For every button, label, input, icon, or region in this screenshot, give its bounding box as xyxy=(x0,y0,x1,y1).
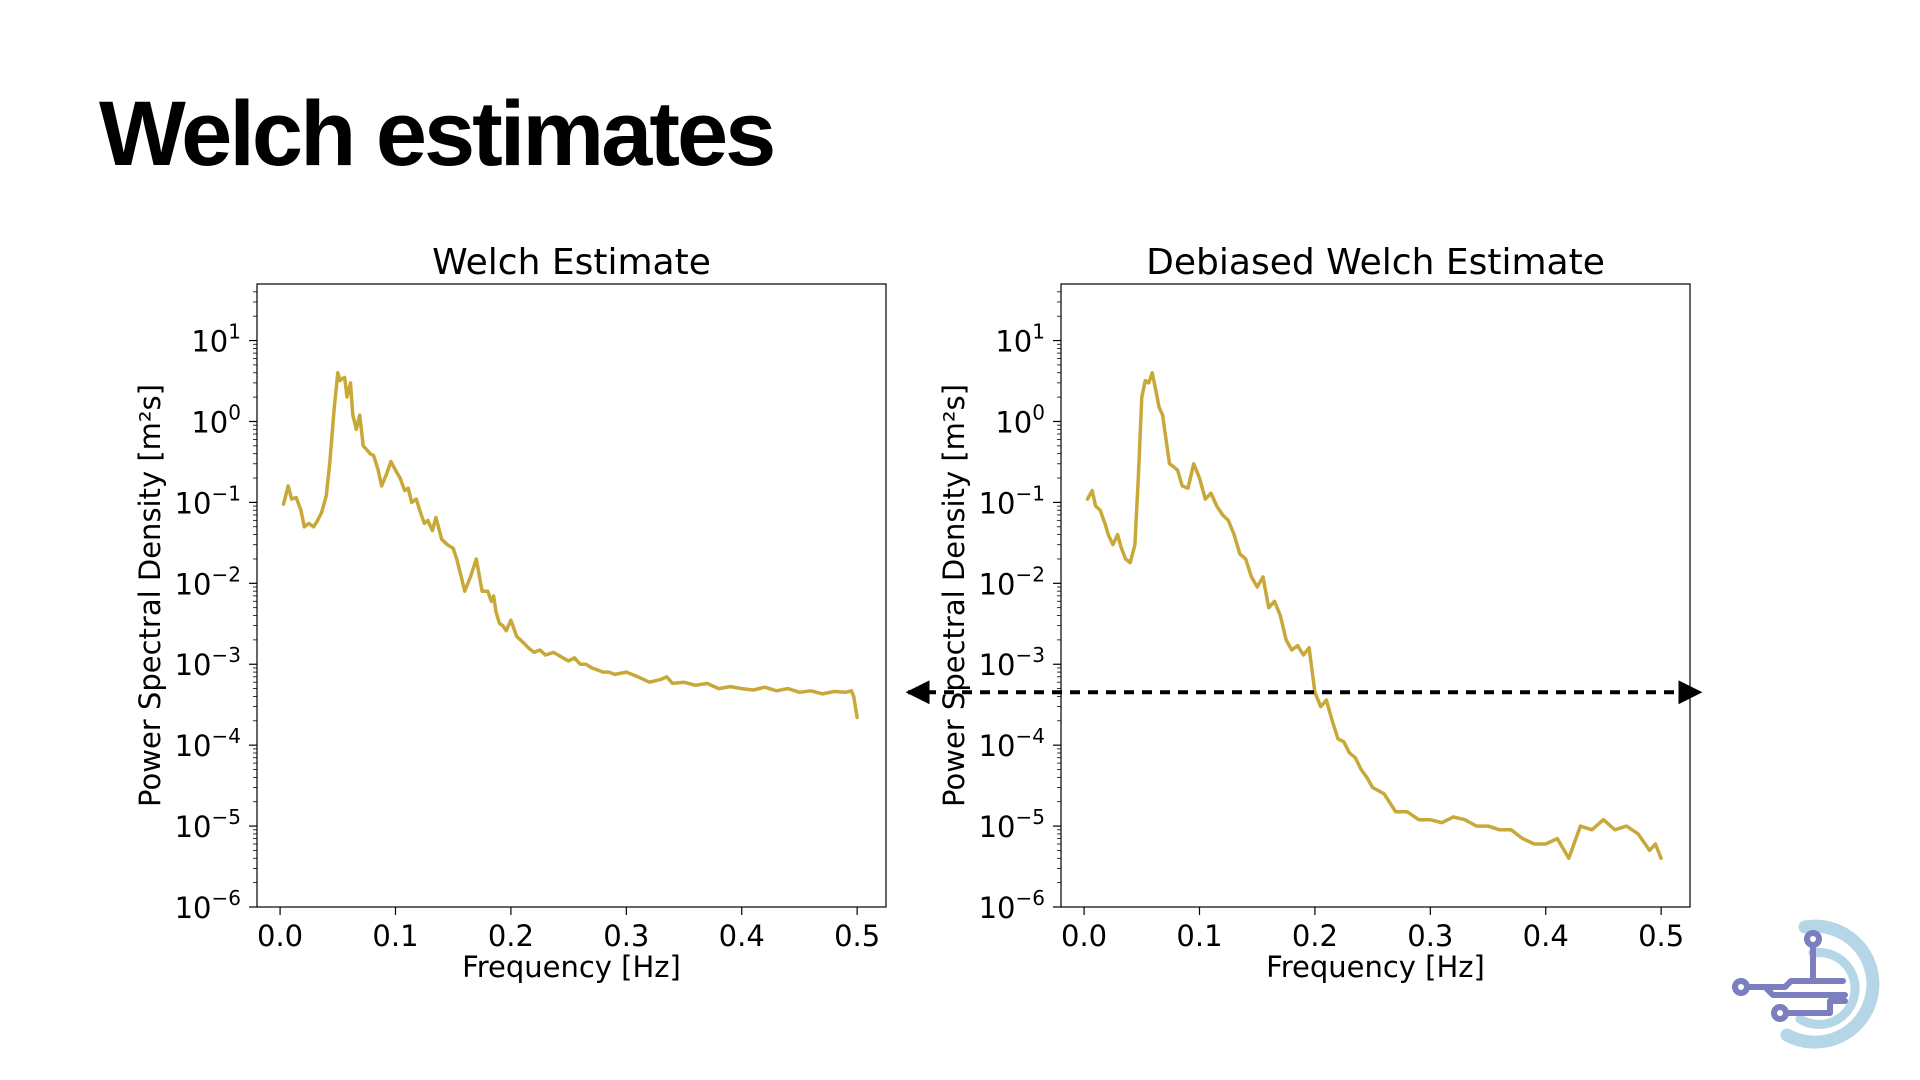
y-tick-label: 10−5 xyxy=(175,805,241,844)
x-tick-label: 0.1 xyxy=(372,919,418,953)
y-tick-label: 101 xyxy=(191,320,241,359)
chart-welch-estimate: Welch Estimate Frequency [Hz] Power Spectr… xyxy=(133,242,887,984)
y-axis-label: Power Spectral Density [m²s] xyxy=(133,384,167,807)
x-axis-label: Frequency [Hz] xyxy=(1266,950,1485,984)
x-tick-label: 0.0 xyxy=(1061,919,1107,953)
x-tick-label: 0.0 xyxy=(257,919,303,953)
y-tick-label: 10−6 xyxy=(175,886,241,925)
y-tick-label: 10−4 xyxy=(175,724,241,763)
axes-frame xyxy=(1060,283,1691,908)
x-tick-label: 0.3 xyxy=(603,919,649,953)
x-tick-label: 0.4 xyxy=(1523,919,1569,953)
y-tick-label: 10−1 xyxy=(175,481,241,520)
y-tick-label: 10−3 xyxy=(175,643,241,682)
x-axis-label: Frequency [Hz] xyxy=(462,950,681,984)
circuit-logo-icon xyxy=(1732,919,1880,1049)
y-tick-label: 10−4 xyxy=(979,724,1045,763)
chart-debiased-welch-estimate: Debiased Welch Estimate Frequency [Hz] Pow… xyxy=(905,242,1703,984)
y-tick-label: 10−6 xyxy=(979,886,1045,925)
x-tick-label: 0.5 xyxy=(834,919,880,953)
y-axis-label: Power Spectral Density [m²s] xyxy=(937,384,971,807)
psd-series-line xyxy=(281,371,859,720)
x-tick-label: 0.2 xyxy=(1292,919,1338,953)
x-tick-label: 0.1 xyxy=(1176,919,1222,953)
chart-title: Welch Estimate xyxy=(432,242,711,283)
y-tick-label: 101 xyxy=(995,320,1045,359)
axes-frame xyxy=(256,283,887,908)
y-tick-label: 10−5 xyxy=(979,805,1045,844)
y-tick-label: 10−3 xyxy=(979,643,1045,682)
y-tick-label: 10−2 xyxy=(175,562,241,601)
y-tick-label: 10−1 xyxy=(979,481,1045,520)
y-tick-label: 100 xyxy=(191,400,241,439)
slide-title: Welch estimates xyxy=(99,83,776,185)
x-tick-label: 0.4 xyxy=(719,919,765,953)
x-tick-label: 0.5 xyxy=(1638,919,1684,953)
y-tick-label: 10−2 xyxy=(979,562,1045,601)
x-tick-label: 0.3 xyxy=(1407,919,1453,953)
chart-title: Debiased Welch Estimate xyxy=(1146,242,1605,283)
x-tick-label: 0.2 xyxy=(488,919,534,953)
psd-series-line xyxy=(1085,371,1663,861)
y-tick-label: 100 xyxy=(995,400,1045,439)
